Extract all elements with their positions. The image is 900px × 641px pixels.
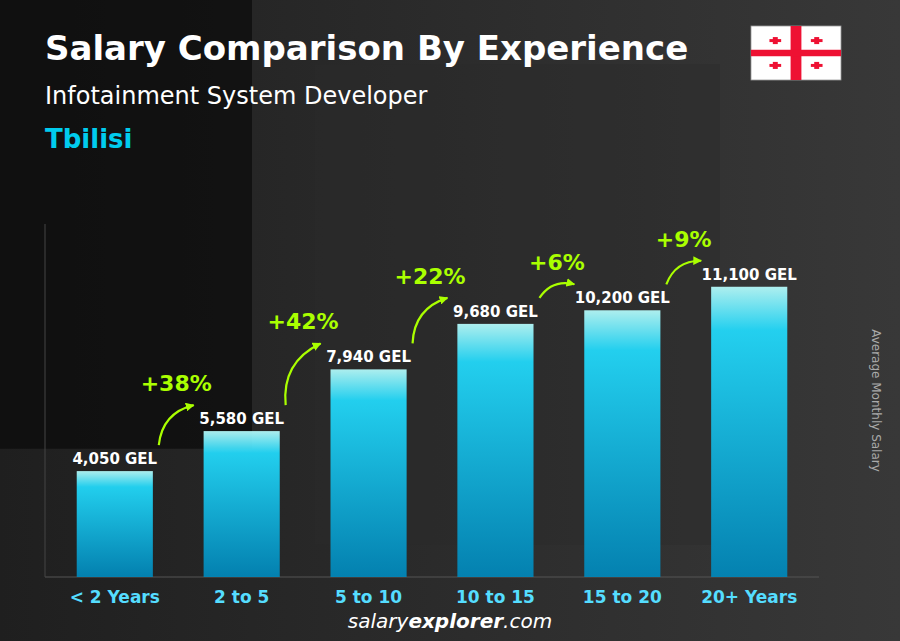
annotations: +38% +42% +22% +6% +9%: [141, 227, 712, 445]
value-label: 9,680 GEL: [453, 303, 538, 321]
bar: [204, 431, 280, 577]
y-axis-line: [45, 224, 46, 577]
change-arrow: [159, 405, 194, 445]
bar: [584, 310, 660, 577]
flag: [751, 26, 841, 80]
bar: [330, 369, 406, 577]
change-arrow: [285, 343, 320, 405]
y-axis-label: Average Monthly Salary: [869, 329, 883, 472]
labels: 4,050 GEL < 2 Years 5,580 GEL 2 to 5 7,940 G…: [70, 266, 798, 607]
x-tick-label: 2 to 5: [214, 587, 269, 607]
flag-small-cross: [769, 64, 781, 67]
x-tick-label: 10 to 15: [456, 587, 535, 607]
change-arrow: [413, 298, 448, 343]
footer-part: explorer: [408, 609, 504, 633]
bars: [77, 287, 788, 577]
change-label: +22%: [394, 264, 465, 289]
value-label: 4,050 GEL: [72, 450, 157, 468]
flag-small-cross: [811, 39, 823, 42]
subtitle: Infotainment System Developer: [45, 82, 428, 110]
flag-small-cross: [769, 39, 781, 42]
change-label: +42%: [268, 309, 339, 334]
flag-field: [751, 26, 841, 80]
background: [0, 0, 900, 641]
footer-part: salary: [348, 609, 410, 633]
x-tick-label: < 2 Years: [70, 587, 160, 607]
bar: [711, 287, 787, 577]
x-tick-label: 20+ Years: [701, 587, 797, 607]
flag-cross: [751, 50, 841, 56]
change-label: +9%: [656, 227, 712, 252]
chart-container: 4,050 GEL < 2 Years 5,580 GEL 2 to 5 7,940 G…: [0, 0, 900, 641]
value-label: 5,580 GEL: [199, 410, 284, 428]
value-label: 7,940 GEL: [326, 348, 411, 366]
city: Tbilisi: [45, 124, 132, 154]
change-arrow: [666, 261, 701, 285]
bar: [77, 471, 153, 577]
value-label: 10,200 GEL: [575, 289, 671, 307]
change-label: +6%: [529, 250, 585, 275]
value-label: 11,100 GEL: [702, 266, 798, 284]
bar: [457, 324, 533, 577]
footer: salaryexplorer.com: [348, 609, 552, 633]
change-label: +38%: [141, 371, 212, 396]
change-arrow: [539, 283, 574, 298]
flag-small-cross: [811, 64, 823, 67]
chart: 4,050 GEL < 2 Years 5,580 GEL 2 to 5 7,940 G…: [0, 0, 900, 641]
x-tick-label: 15 to 20: [583, 587, 662, 607]
x-axis-line: [45, 577, 819, 578]
title: Salary Comparison By Experience: [45, 28, 688, 68]
footer-part: .com: [503, 609, 552, 633]
x-tick-label: 5 to 10: [335, 587, 402, 607]
